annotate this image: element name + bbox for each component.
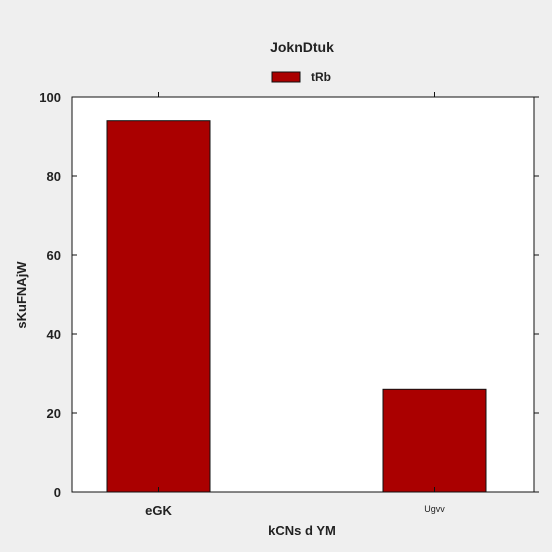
legend: tRb bbox=[271, 70, 331, 84]
x-tick-label-eGK: eGK bbox=[145, 503, 172, 518]
bars-group bbox=[106, 120, 487, 493]
plot-frame bbox=[71, 96, 535, 493]
x-tick-label-Ugvv: Ugvv bbox=[424, 504, 445, 514]
y-tick-label-80: 80 bbox=[47, 169, 61, 184]
ticks-group: eGK Ugvv 0 20 40 60 80 100 bbox=[39, 90, 539, 518]
y-tick-label-20: 20 bbox=[47, 406, 61, 421]
x-axis-label: kCNs d YM bbox=[268, 523, 336, 538]
y-tick-label-40: 40 bbox=[47, 327, 61, 342]
y-axis-label: sKuFNAjW bbox=[14, 261, 29, 329]
legend-label: tRb bbox=[311, 70, 331, 84]
y-tick-label-60: 60 bbox=[47, 248, 61, 263]
bar-eGK bbox=[106, 120, 211, 493]
bar-Ugvv bbox=[382, 388, 487, 493]
legend-swatch bbox=[271, 71, 301, 83]
y-tick-label-0: 0 bbox=[54, 485, 61, 500]
chart-title: JoknDtuk bbox=[270, 39, 334, 55]
y-tick-label-100: 100 bbox=[39, 90, 61, 105]
